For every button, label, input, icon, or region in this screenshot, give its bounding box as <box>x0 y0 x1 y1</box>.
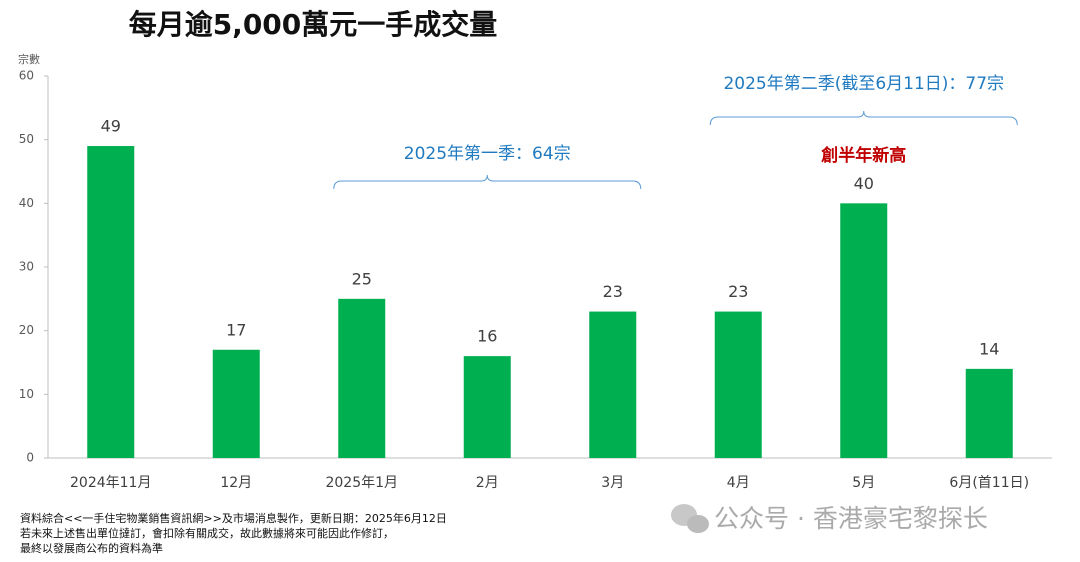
y-axis-label: 宗數 <box>18 52 40 66</box>
source-note: 資料綜合<<一手住宅物業銷售資訊網>>及市場消息製作，更新日期：2025年6月1… <box>20 511 447 525</box>
bracket <box>709 110 1018 126</box>
footer: 資料綜合<<一手住宅物業銷售資訊網>>及市場消息製作，更新日期：2025年6月1… <box>20 511 447 555</box>
x-tick-label: 4月 <box>727 475 750 491</box>
bar <box>338 298 386 458</box>
chart-title: 每月逾5,000萬元一手成交量 <box>129 8 498 41</box>
bar <box>212 349 260 458</box>
bar <box>840 203 888 458</box>
x-tick-label: 5月 <box>852 475 875 491</box>
x-tick-label: 12月 <box>220 475 252 491</box>
annotation: 2025年第一季：64宗 <box>404 144 571 164</box>
x-tick-label: 3月 <box>601 475 624 491</box>
annotation: 創半年新高 <box>820 145 906 166</box>
x-tick-label: 2025年1月 <box>325 475 398 491</box>
source-note: 若未來上述售出單位撻訂，會扣除有關成交，故此數據將來可能因此作修訂， <box>20 526 394 540</box>
x-tick-label: 2月 <box>476 475 499 491</box>
data-label: 23 <box>728 282 748 301</box>
x-tick-label: 6月(首11日) <box>949 475 1029 491</box>
data-label: 17 <box>226 320 246 339</box>
x-tick-label: 2024年11月 <box>70 475 151 491</box>
y-tick-label: 60 <box>19 69 34 83</box>
y-tick-label: 0 <box>26 451 34 465</box>
data-label: 16 <box>477 327 497 346</box>
bracket <box>333 174 642 190</box>
watermark-icon <box>671 504 709 533</box>
bar <box>463 356 511 458</box>
bar <box>589 311 637 458</box>
bar <box>714 311 762 458</box>
bar <box>87 146 135 459</box>
y-tick-label: 10 <box>19 387 34 401</box>
watermark: 公众号 · 香港豪宅黎探长 <box>714 504 988 533</box>
data-label: 23 <box>603 282 623 301</box>
y-tick-label: 30 <box>19 260 34 274</box>
source-note: 最終以發展商公布的資料為準 <box>20 541 163 555</box>
data-label: 14 <box>979 339 999 358</box>
y-tick-label: 20 <box>19 323 34 337</box>
y-tick-label: 40 <box>19 196 34 210</box>
data-label: 40 <box>854 174 874 193</box>
bar <box>965 368 1013 458</box>
annotation: 2025年第二季(截至6月11日)：77宗 <box>723 74 1004 94</box>
data-label: 25 <box>352 269 372 288</box>
y-tick-label: 50 <box>19 132 34 146</box>
data-label: 49 <box>101 117 121 136</box>
